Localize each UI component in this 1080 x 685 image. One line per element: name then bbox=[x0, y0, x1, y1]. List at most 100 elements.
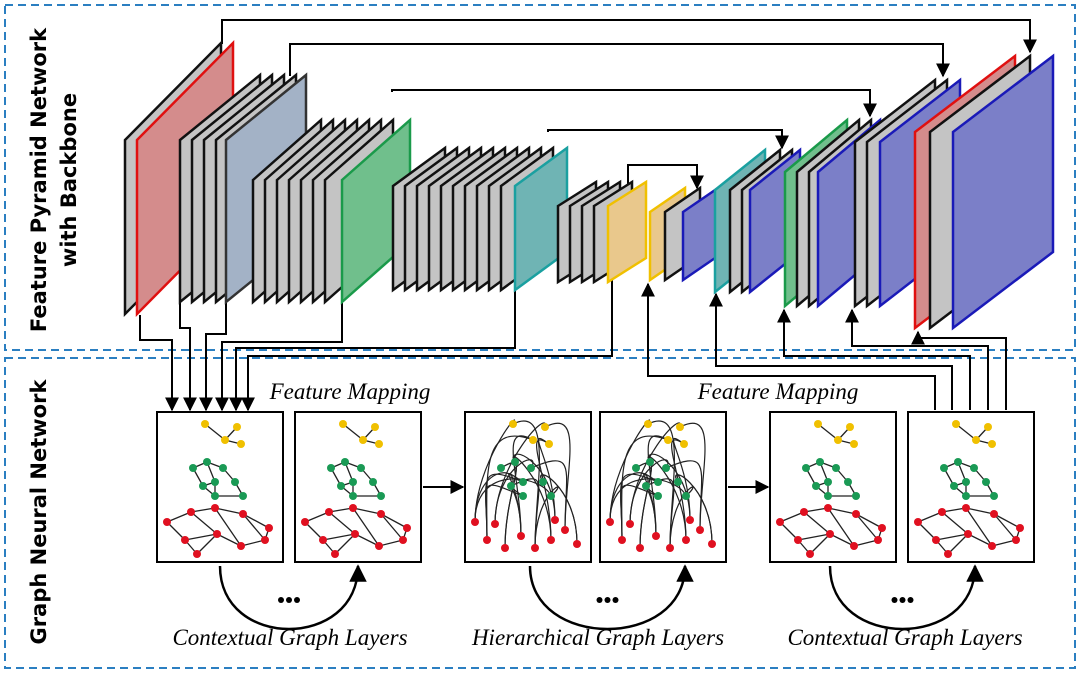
node bbox=[573, 540, 581, 548]
edge bbox=[380, 513, 404, 541]
node bbox=[962, 504, 970, 512]
node bbox=[644, 420, 652, 428]
node bbox=[319, 536, 327, 544]
node bbox=[964, 530, 972, 538]
edge bbox=[855, 513, 883, 529]
edge bbox=[342, 423, 364, 441]
node bbox=[990, 510, 998, 518]
section-label: with Backbone bbox=[57, 93, 81, 267]
graph-box bbox=[907, 411, 1035, 563]
node bbox=[181, 536, 189, 544]
node bbox=[357, 464, 365, 472]
connector bbox=[845, 308, 989, 410]
node bbox=[812, 482, 820, 490]
ellipsis-dot bbox=[278, 597, 284, 603]
edge bbox=[334, 533, 356, 555]
node bbox=[826, 530, 834, 538]
node bbox=[816, 458, 824, 466]
node bbox=[674, 478, 682, 486]
top-section-box bbox=[4, 4, 1076, 351]
edge bbox=[328, 507, 354, 513]
node bbox=[1016, 524, 1024, 532]
node bbox=[952, 420, 960, 428]
node bbox=[375, 542, 383, 550]
loop-arrow bbox=[218, 564, 367, 631]
node bbox=[802, 464, 810, 472]
hier-edge bbox=[530, 460, 568, 531]
node bbox=[1012, 536, 1020, 544]
node bbox=[606, 518, 614, 526]
edge bbox=[184, 533, 218, 541]
graph-box bbox=[294, 411, 422, 563]
edge bbox=[853, 539, 879, 547]
feature-maps bbox=[123, 39, 1055, 331]
graph-box bbox=[464, 411, 592, 563]
node bbox=[680, 440, 688, 448]
node bbox=[636, 544, 644, 552]
hier-edge bbox=[665, 460, 703, 531]
ellipsis-dot bbox=[612, 597, 619, 603]
node bbox=[545, 440, 553, 448]
edge bbox=[817, 423, 839, 441]
node bbox=[686, 516, 694, 524]
node bbox=[970, 464, 978, 472]
hier-edge bbox=[671, 439, 687, 541]
node bbox=[219, 464, 227, 472]
node bbox=[189, 464, 197, 472]
node bbox=[233, 423, 241, 431]
node bbox=[497, 464, 505, 472]
hier-edge bbox=[485, 484, 524, 541]
edge bbox=[827, 507, 857, 515]
edge bbox=[204, 423, 226, 441]
node bbox=[211, 478, 219, 486]
node bbox=[676, 423, 684, 431]
node bbox=[878, 524, 886, 532]
edge bbox=[380, 513, 408, 529]
node bbox=[231, 478, 239, 486]
edge bbox=[214, 507, 242, 547]
node bbox=[507, 482, 515, 490]
ellipsis-dot bbox=[604, 597, 611, 603]
node bbox=[349, 504, 357, 512]
edge bbox=[242, 513, 270, 529]
node bbox=[850, 440, 858, 448]
ellipsis-dot bbox=[286, 597, 292, 603]
connector bbox=[709, 292, 953, 410]
edge bbox=[240, 539, 266, 547]
edge bbox=[993, 513, 1021, 529]
node bbox=[950, 482, 958, 490]
node bbox=[509, 420, 517, 428]
node bbox=[944, 550, 952, 558]
node bbox=[990, 492, 998, 500]
node bbox=[371, 423, 379, 431]
node bbox=[491, 520, 499, 528]
node bbox=[519, 478, 527, 486]
node bbox=[369, 478, 377, 486]
node bbox=[203, 458, 211, 466]
edge bbox=[328, 511, 356, 535]
edge bbox=[779, 511, 805, 523]
connector bbox=[215, 300, 343, 412]
node bbox=[824, 478, 832, 486]
edge bbox=[993, 513, 1017, 541]
node bbox=[824, 492, 832, 500]
connector bbox=[139, 315, 179, 412]
node bbox=[301, 518, 309, 526]
node bbox=[351, 530, 359, 538]
edge bbox=[917, 521, 937, 541]
node bbox=[834, 436, 842, 444]
node bbox=[547, 536, 555, 544]
ellipsis-dot bbox=[294, 597, 300, 603]
loop-arrow bbox=[828, 564, 984, 631]
hier-edge bbox=[494, 459, 534, 525]
connections bbox=[139, 19, 1037, 412]
edge bbox=[216, 533, 242, 547]
node bbox=[327, 464, 335, 472]
edge bbox=[242, 513, 266, 541]
connector bbox=[777, 308, 971, 410]
connector bbox=[179, 300, 197, 412]
hier-edge bbox=[675, 474, 713, 545]
node bbox=[850, 542, 858, 550]
node bbox=[199, 482, 207, 490]
node bbox=[331, 550, 339, 558]
